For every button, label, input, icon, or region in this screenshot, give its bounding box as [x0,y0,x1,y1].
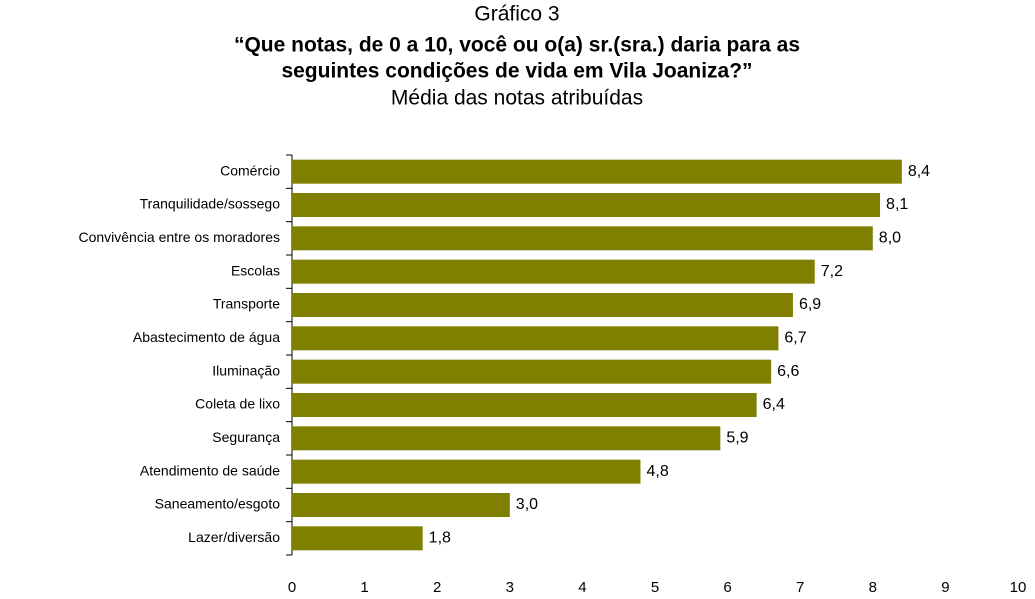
x-tick-label: 4 [578,579,586,596]
value-label: 6,6 [777,363,799,380]
y-tick-label: Lazer/diversão [188,529,280,545]
y-tick-label: Abastecimento de água [133,329,280,345]
y-tick-label: Escolas [231,262,280,278]
value-label: 8,1 [886,196,908,213]
value-label: 4,8 [646,463,668,480]
y-tick-label: Segurança [212,429,280,445]
chart-subtitle: Média das notas atribuídas [391,87,643,110]
bar [292,359,772,384]
y-tick-label: Comércio [220,162,280,178]
bar [292,159,902,184]
bar [292,393,757,417]
x-tick-label: 5 [651,579,659,596]
x-tick-label: 10 [1010,579,1027,596]
x-tick-label: 9 [941,579,949,596]
bar [292,193,881,217]
chart-title: “Que notas, de 0 a 10, você ou o(a) sr.(… [234,34,800,57]
value-label: 8,0 [879,230,901,247]
bar [292,293,793,317]
y-tick-label: Coleta de lixo [195,396,280,412]
value-label: 7,2 [821,263,843,280]
y-tick-label: Tranquilidade/sossego [140,196,281,212]
bar [292,526,423,551]
x-tick-label: 6 [723,579,731,596]
x-tick-label: 3 [506,579,514,596]
value-label: 1,8 [429,530,451,547]
bar [292,459,641,484]
bar [292,226,873,251]
x-tick-label: 8 [869,579,877,596]
value-label: 3,0 [516,496,538,513]
y-tick-label: Atendimento de saúde [140,462,280,478]
x-tick-label: 7 [796,579,804,596]
x-tick-label: 2 [433,579,441,596]
value-label: 8,4 [908,163,930,180]
x-tick-label: 0 [288,579,296,596]
chart-title: seguintes condições de vida em Vila Joan… [281,60,752,83]
value-label: 6,9 [799,296,821,313]
value-label: 6,7 [784,330,806,347]
y-tick-label: Iluminação [212,362,280,378]
bar [292,326,779,351]
bar [292,493,510,517]
bar [292,259,815,284]
chart-supertitle: Gráfico 3 [474,3,559,26]
y-tick-label: Saneamento/esgoto [155,496,281,512]
y-tick-label: Convivência entre os moradores [78,229,280,245]
x-tick-label: 1 [360,579,368,596]
y-tick-label: Transporte [213,296,280,312]
value-label: 5,9 [726,430,748,447]
value-label: 6,4 [763,396,785,413]
bar [292,426,721,451]
